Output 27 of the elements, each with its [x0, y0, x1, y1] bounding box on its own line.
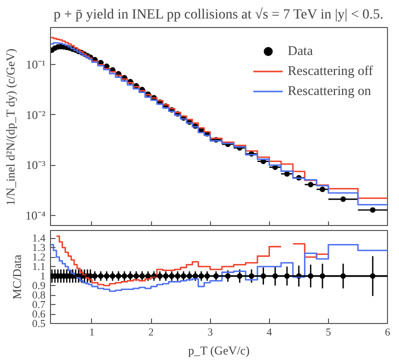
y-tick-label: 1.2 — [32, 252, 46, 264]
x-tick-label: 1 — [89, 328, 95, 338]
y-tick-label: 10⁻⁴ — [25, 208, 46, 222]
y-tick-label: 0.7 — [32, 300, 46, 312]
y-tick-label: 10⁻¹ — [26, 58, 46, 72]
y-tick-label: 10⁻³ — [26, 158, 46, 172]
x-tick-label: 3 — [207, 328, 213, 338]
y-tick-label: 0.5 — [32, 319, 46, 330]
y-tick-label: 1.1 — [32, 262, 46, 274]
x-tick-label: 2 — [148, 328, 154, 338]
x-tick-label: 4 — [266, 328, 273, 338]
y-tick-label: 1.4 — [32, 234, 46, 245]
y-axis-title: 1/N_inel d²N/(dp_T dy) (c/GeV) — [3, 48, 18, 206]
y-tick-label: 0.8 — [32, 290, 46, 302]
x-axis-title: p_T (GeV/c) — [188, 344, 250, 358]
legend-label: Rescattering off — [288, 63, 373, 79]
y-tick-label: 0.6 — [32, 310, 46, 321]
y-tick-label: 1 — [40, 272, 46, 283]
legend-label: Rescattering on — [288, 83, 372, 99]
chart-title: p + p̄ yield in INEL pp collisions at √s = 7 TeV in |y| < 0.5. — [54, 6, 384, 22]
y-tick-label: 1.3 — [32, 243, 46, 254]
x-tick-label: 5 — [326, 328, 332, 338]
x-tick-label: 6 — [384, 328, 391, 338]
y-tick-label: 0.9 — [32, 281, 46, 292]
y-tick-label: 10⁻² — [26, 108, 46, 122]
y-axis-title: MC/Data — [10, 254, 24, 300]
legend-label: Data — [288, 43, 313, 59]
